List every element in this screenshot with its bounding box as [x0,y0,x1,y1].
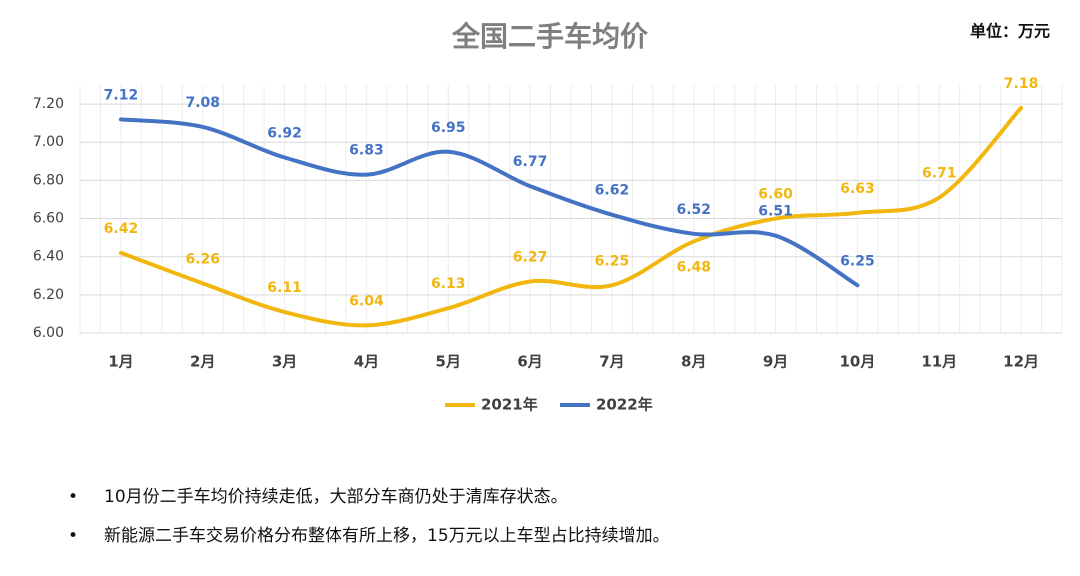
x-tick-label: 12月 [1003,353,1039,371]
data-label: 7.12 [104,87,139,103]
x-tick-label: 10月 [839,353,875,371]
x-tick-label: 7月 [599,353,624,371]
data-label: 6.60 [758,187,793,203]
unit-label: 单位：万元 [970,22,1050,41]
x-tick-label: 8月 [681,353,706,371]
y-tick-label: 6.00 [33,325,64,341]
x-tick-label: 3月 [272,353,297,371]
note: 新能源二手车交易价格分布整体有所上移，15万元以上车型占比持续增加。 [68,519,670,558]
x-tick-label: 2月 [190,353,215,371]
data-label: 7.08 [185,95,220,111]
x-tick-label: 11月 [921,353,957,371]
chart-title: 全国二手车均价 [451,20,649,53]
y-tick-label: 6.20 [33,287,64,303]
data-label: 7.18 [1004,76,1039,92]
data-label: 6.04 [349,293,384,309]
y-tick-label: 6.40 [33,249,64,265]
series-line [118,105,1024,328]
note: 10月份二手车均价持续走低，大部分车商仍处于清库存状态。 [68,480,670,519]
notes: 10月份二手车均价持续走低，大部分车商仍处于清库存状态。 新能源二手车交易价格分… [68,480,670,558]
x-tick-label: 6月 [517,353,542,371]
series-line [118,117,860,288]
data-label: 6.13 [431,276,466,292]
data-label: 6.26 [185,251,220,267]
data-label: 6.25 [840,253,875,269]
data-label: 6.95 [431,120,466,136]
y-tick-label: 6.80 [33,172,64,188]
x-tick-label: 9月 [763,353,788,371]
data-label: 6.83 [349,143,384,159]
data-label: 6.25 [595,253,630,269]
data-label: 6.27 [513,249,548,265]
data-label: 6.52 [676,202,711,218]
data-label: 6.77 [513,154,548,170]
y-tick-label: 7.00 [33,134,64,150]
data-label: 6.63 [840,181,875,197]
legend-label: 2022年 [596,396,653,414]
data-label: 6.51 [758,204,793,220]
data-label: 6.62 [595,183,630,199]
legend-label: 2021年 [481,396,538,414]
data-label: 6.92 [267,125,302,141]
chart: 全国二手车均价 单位：万元 6.00 6.20 6.40 6.60 6.80 7.00 7.… [33,20,1063,414]
y-tick-label: 6.60 [33,211,64,227]
y-tick-label: 7.20 [33,96,64,112]
x-tick-label: 1月 [108,353,133,371]
x-tick-label: 4月 [354,353,379,371]
data-label: 6.48 [676,259,711,275]
data-label: 6.71 [922,166,957,182]
x-tick-label: 5月 [436,353,461,371]
data-label: 6.11 [267,280,302,296]
data-label: 6.42 [104,221,139,237]
